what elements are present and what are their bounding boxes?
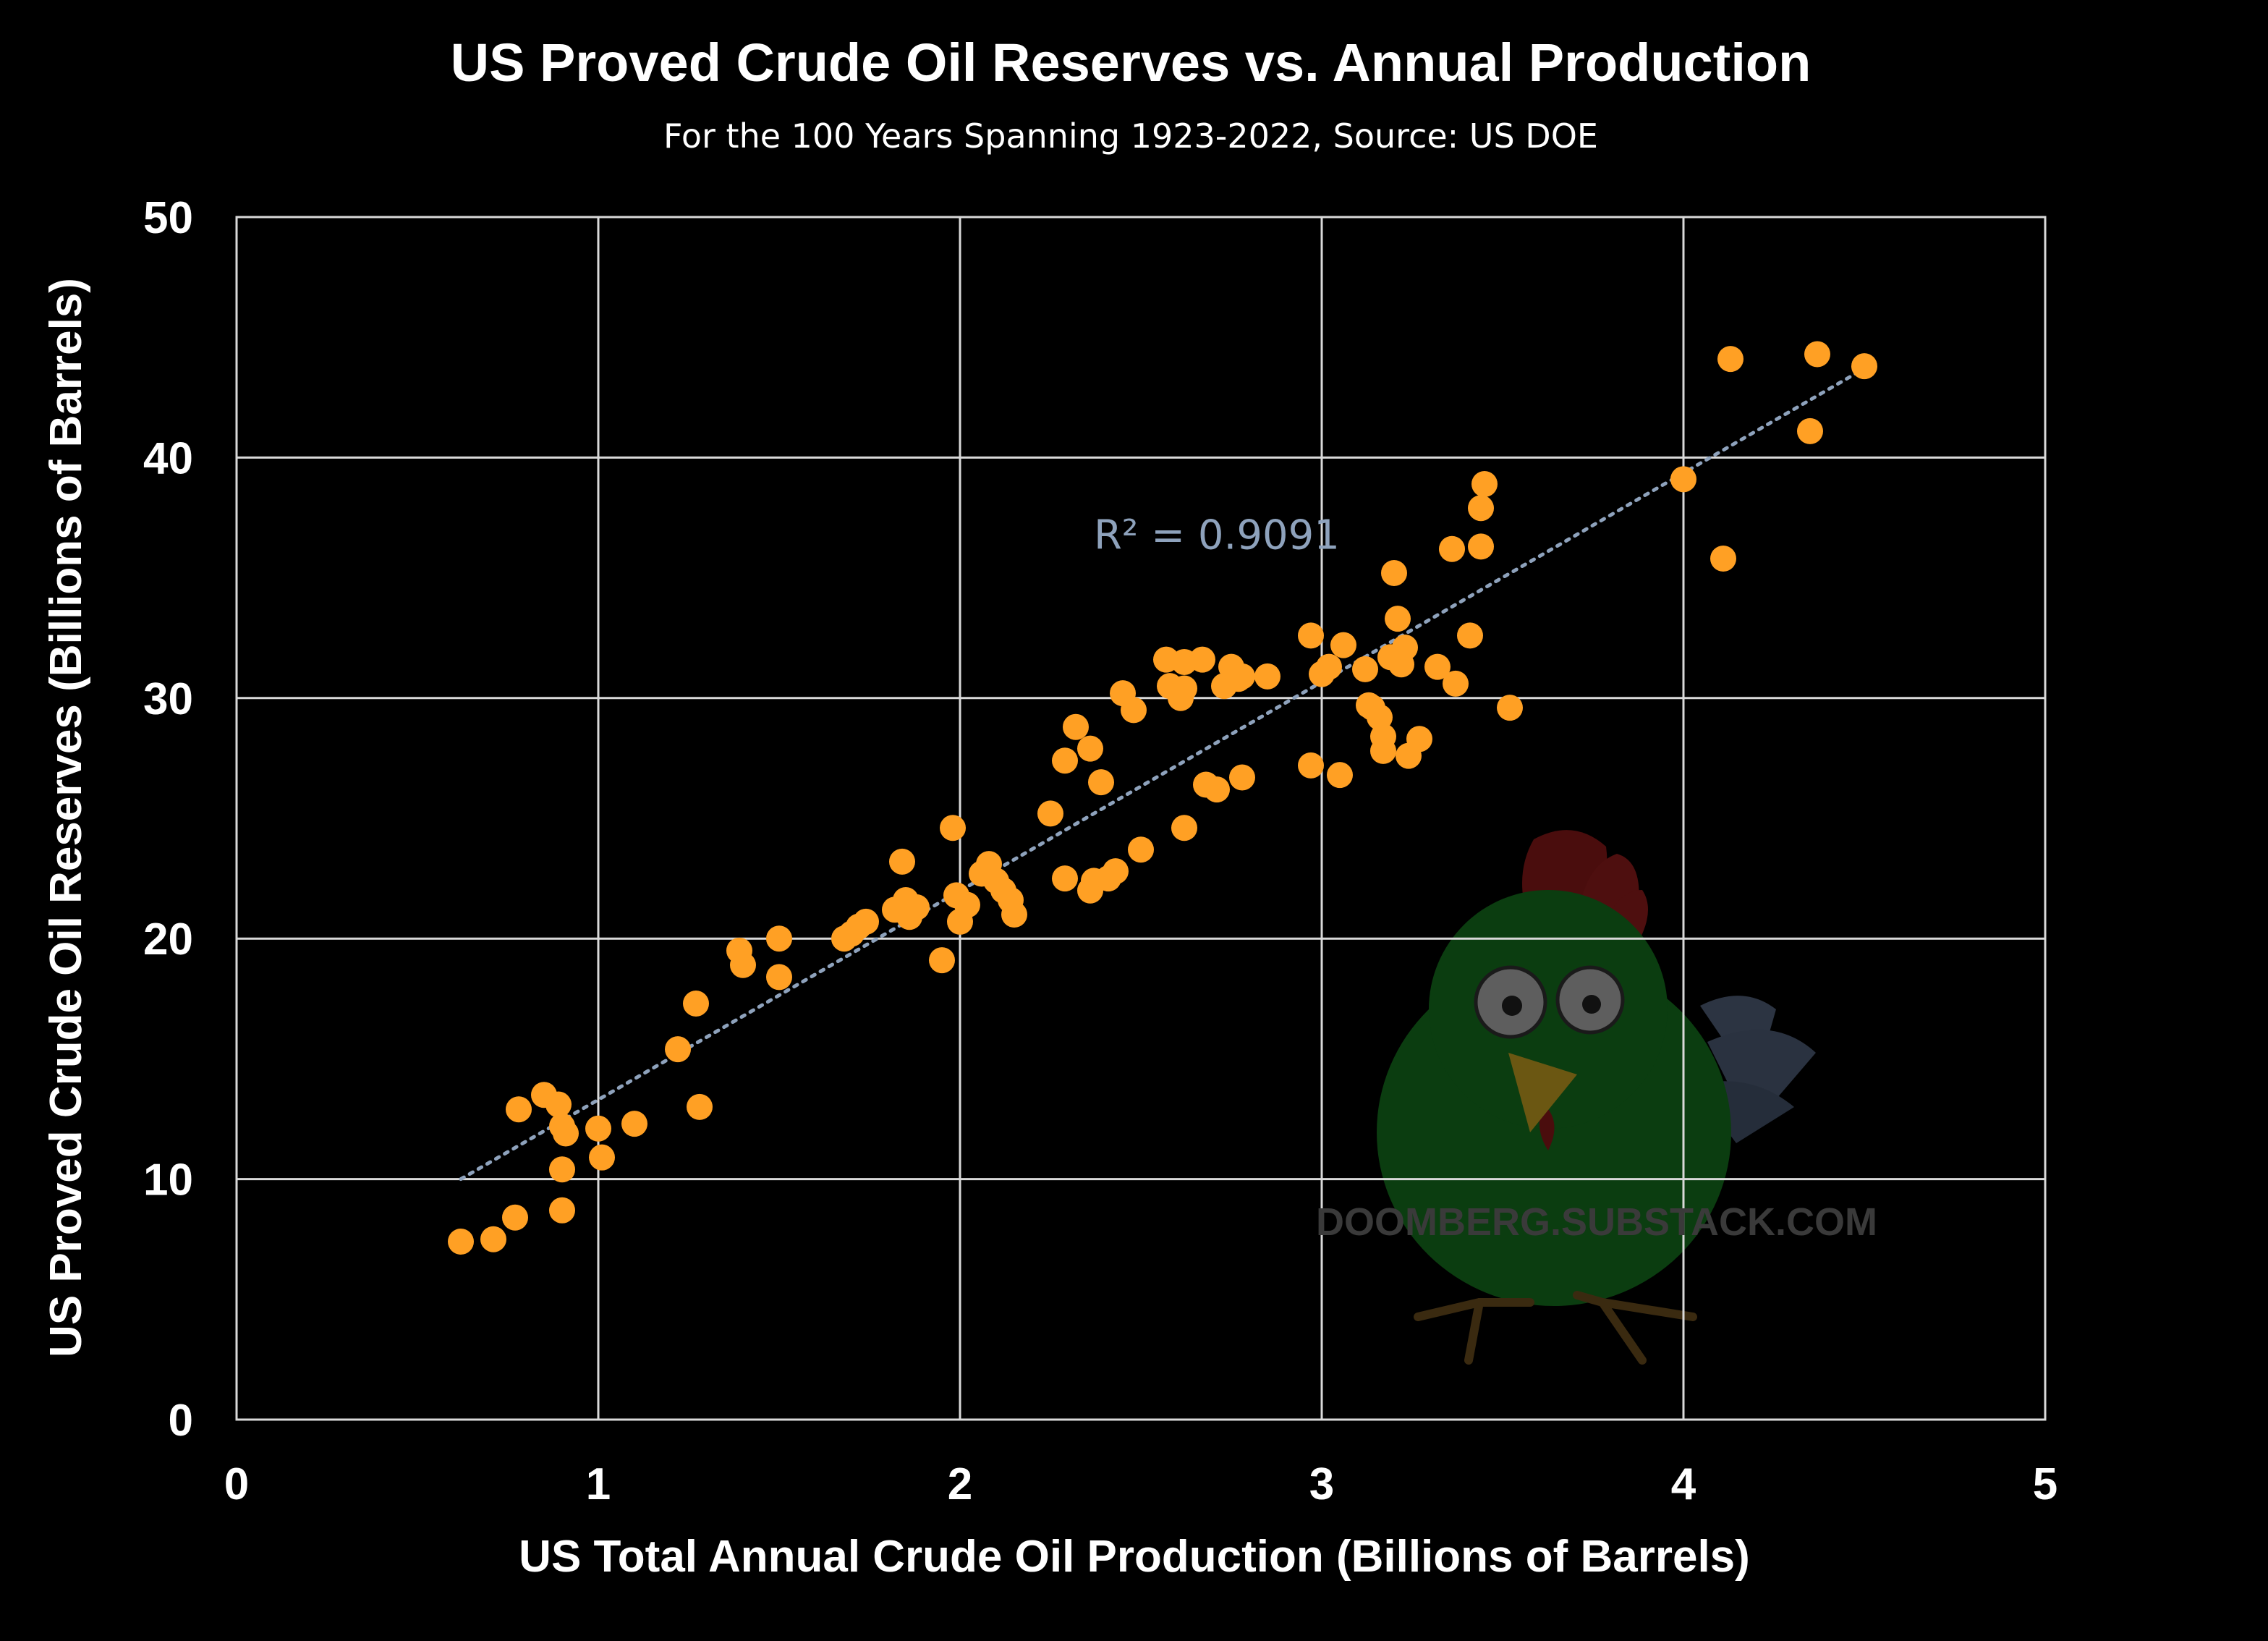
y-axis-label: US Proved Crude Oil Reserves (Billions o…: [41, 278, 91, 1357]
data-point: [1254, 663, 1280, 690]
data-point: [1797, 417, 1823, 444]
data-point: [1710, 546, 1736, 572]
data-point: [1171, 675, 1197, 702]
y-tick-label: 0: [169, 1396, 193, 1446]
chart-subtitle: For the 100 Years Spanning 1923-2022, So…: [663, 116, 1598, 156]
data-point: [1439, 535, 1465, 562]
data-point: [889, 848, 915, 875]
data-point: [665, 1036, 691, 1063]
data-point: [585, 1115, 611, 1142]
data-point: [683, 990, 709, 1017]
r-squared-annotation: R² = 0.9091: [1094, 512, 1340, 559]
watermark-text: DOOMBERG.SUBSTACK.COM: [1316, 1200, 1877, 1244]
data-point: [502, 1204, 528, 1231]
data-point: [1121, 697, 1147, 724]
data-point: [1189, 646, 1215, 673]
data-point: [1443, 670, 1469, 697]
x-tick-label: 5: [2033, 1459, 2057, 1509]
plot-area: [235, 216, 2047, 1421]
data-point: [687, 1093, 713, 1120]
data-point: [1717, 346, 1744, 373]
y-tick-label: 50: [143, 193, 193, 243]
y-tick-label: 40: [143, 433, 193, 483]
data-point: [621, 1111, 647, 1137]
data-point: [1204, 776, 1230, 803]
data-point: [940, 815, 966, 841]
data-point: [1103, 858, 1129, 885]
data-point: [589, 1144, 615, 1171]
data-point: [1392, 634, 1418, 661]
data-point: [1229, 663, 1255, 690]
x-tick-label: 1: [586, 1459, 611, 1509]
data-point: [954, 891, 980, 918]
data-point: [1052, 747, 1078, 774]
y-tick-label: 10: [143, 1156, 193, 1205]
data-point: [549, 1156, 575, 1183]
data-point: [1088, 769, 1114, 796]
chart-title: US Proved Crude Oil Reserves vs. Annual …: [451, 33, 1812, 93]
data-points: [448, 341, 1877, 1255]
y-tick-label: 30: [143, 674, 193, 724]
data-point: [553, 1120, 579, 1147]
data-point: [1670, 466, 1696, 493]
linear-trendline: [459, 366, 1866, 1182]
rooster-mascot-icon: [1377, 830, 1816, 1365]
data-point: [1330, 632, 1356, 658]
x-tick-label: 2: [948, 1459, 972, 1509]
data-point: [1298, 752, 1324, 779]
data-point: [1804, 341, 1830, 368]
x-tick-label: 3: [1309, 1459, 1334, 1509]
x-axis-ticks: 0 1 2 3 4 5: [224, 1459, 2057, 1509]
data-point: [853, 908, 879, 935]
data-point: [1471, 470, 1498, 497]
data-point: [1327, 762, 1353, 789]
data-point: [929, 947, 955, 974]
trendline: [459, 366, 1866, 1182]
data-point: [904, 894, 930, 920]
data-point: [1352, 656, 1378, 682]
x-axis-label: US Total Annual Crude Oil Production (Bi…: [519, 1532, 1750, 1582]
data-point: [1468, 533, 1494, 560]
data-point: [1298, 622, 1324, 649]
data-point: [1385, 606, 1411, 632]
data-point: [1063, 713, 1089, 740]
data-point: [480, 1226, 506, 1252]
data-point: [545, 1091, 572, 1118]
data-point: [766, 964, 792, 991]
data-point: [506, 1096, 532, 1123]
plot-border: [235, 216, 2047, 1421]
data-point: [1424, 653, 1451, 680]
data-point: [1381, 559, 1407, 586]
x-tick-label: 4: [1671, 1459, 1696, 1509]
data-point: [1037, 800, 1063, 827]
data-point: [448, 1229, 474, 1255]
data-point: [1457, 622, 1483, 649]
data-point: [1367, 704, 1393, 731]
data-point: [1497, 695, 1523, 721]
data-point: [1851, 353, 1877, 380]
data-point: [1406, 726, 1432, 752]
data-point: [730, 951, 756, 978]
data-point: [1001, 901, 1027, 928]
data-point: [1370, 737, 1396, 764]
data-point: [1171, 815, 1197, 841]
data-point: [549, 1197, 575, 1224]
data-point: [1229, 764, 1255, 791]
y-tick-label: 20: [143, 915, 193, 964]
y-axis-ticks: 0 10 20 30 40 50: [143, 193, 193, 1446]
data-point: [1077, 735, 1103, 762]
data-point: [1468, 495, 1494, 522]
data-point: [1052, 865, 1078, 892]
data-point: [766, 925, 792, 952]
data-point: [1128, 836, 1154, 863]
data-point: [1316, 653, 1342, 680]
x-tick-label: 0: [224, 1459, 249, 1509]
